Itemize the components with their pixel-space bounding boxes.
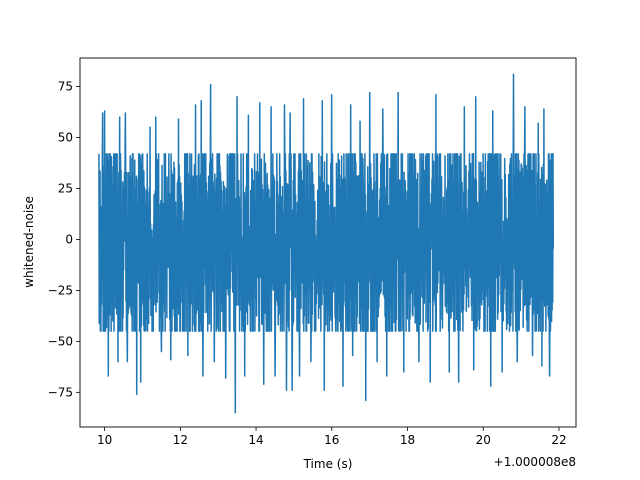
y-tick-label: −50 [48,334,73,348]
series-line [98,73,555,414]
y-tick-label: −75 [48,385,73,399]
plot-area [98,73,555,414]
axes-frame [79,57,577,428]
x-tick-label: 14 [248,433,263,447]
x-tick-label: 16 [324,433,339,447]
y-tick-label: −25 [48,283,73,297]
x-tick-label: 18 [400,433,415,447]
y-axis-ticks: −75 −50 −25 0 25 50 75 [48,80,80,399]
y-tick-label: 0 [65,232,73,246]
y-tick-label: 25 [58,181,73,195]
y-tick-label: 50 [58,131,73,145]
x-tick-label: 20 [476,433,491,447]
x-tick-label: 10 [97,433,112,447]
y-tick-label: 75 [58,80,73,94]
x-axis-offset-label: +1.000008e8 [494,455,576,469]
x-axis-label: Time (s) [303,457,353,471]
x-tick-label: 12 [173,433,188,447]
x-axis-ticks: 10 12 14 16 18 20 22 [97,427,567,447]
y-axis-label: whitened-noise [22,196,36,288]
x-tick-label: 22 [551,433,566,447]
series-layer [98,73,555,414]
